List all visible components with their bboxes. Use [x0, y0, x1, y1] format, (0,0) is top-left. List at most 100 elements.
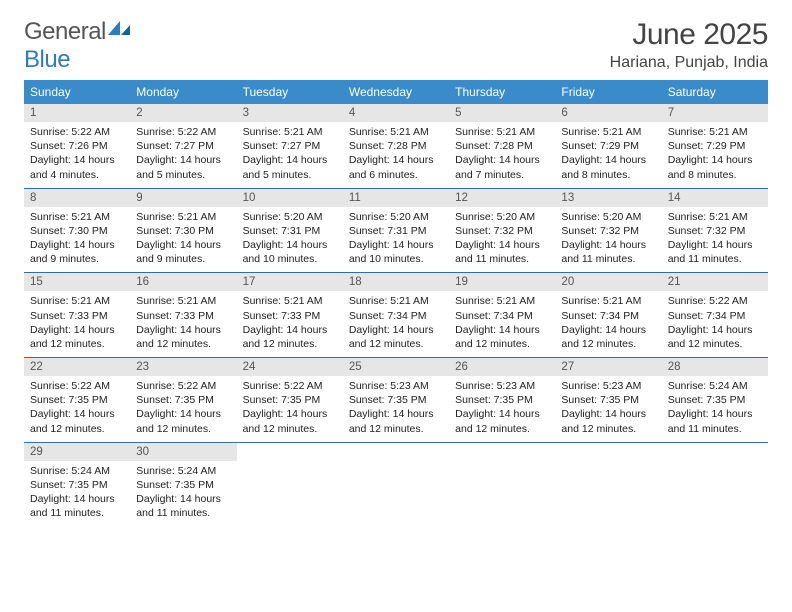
- day-details: Sunrise: 5:20 AMSunset: 7:32 PMDaylight:…: [555, 207, 661, 267]
- day-cell: 21Sunrise: 5:22 AMSunset: 7:34 PMDayligh…: [662, 273, 768, 357]
- day-details: Sunrise: 5:21 AMSunset: 7:28 PMDaylight:…: [449, 122, 555, 182]
- day-details: Sunrise: 5:22 AMSunset: 7:35 PMDaylight:…: [24, 376, 130, 436]
- day-cell: 25Sunrise: 5:23 AMSunset: 7:35 PMDayligh…: [343, 358, 449, 442]
- sunset-text: Sunset: 7:28 PM: [455, 139, 549, 153]
- day-details: Sunrise: 5:21 AMSunset: 7:29 PMDaylight:…: [662, 122, 768, 182]
- sunset-text: Sunset: 7:29 PM: [561, 139, 655, 153]
- sunset-text: Sunset: 7:31 PM: [349, 224, 443, 238]
- day-number: 12: [449, 189, 555, 207]
- day-number: 22: [24, 358, 130, 376]
- daylight-text: Daylight: 14 hours and 4 minutes.: [30, 153, 124, 181]
- day-cell: [555, 443, 661, 527]
- sunset-text: Sunset: 7:35 PM: [136, 393, 230, 407]
- sunset-text: Sunset: 7:34 PM: [349, 309, 443, 323]
- sunrise-text: Sunrise: 5:22 AM: [30, 125, 124, 139]
- sunrise-text: Sunrise: 5:21 AM: [561, 294, 655, 308]
- sunset-text: Sunset: 7:34 PM: [561, 309, 655, 323]
- day-details: Sunrise: 5:24 AMSunset: 7:35 PMDaylight:…: [130, 461, 236, 521]
- sunrise-text: Sunrise: 5:23 AM: [349, 379, 443, 393]
- sunrise-text: Sunrise: 5:22 AM: [668, 294, 762, 308]
- sunrise-text: Sunrise: 5:23 AM: [561, 379, 655, 393]
- day-cell: 6Sunrise: 5:21 AMSunset: 7:29 PMDaylight…: [555, 104, 661, 188]
- daylight-text: Daylight: 14 hours and 12 minutes.: [349, 407, 443, 435]
- day-number: 29: [24, 443, 130, 461]
- day-number: 9: [130, 189, 236, 207]
- sunrise-text: Sunrise: 5:22 AM: [243, 379, 337, 393]
- sunrise-text: Sunrise: 5:24 AM: [30, 464, 124, 478]
- daylight-text: Daylight: 14 hours and 11 minutes.: [136, 492, 230, 520]
- sunset-text: Sunset: 7:27 PM: [243, 139, 337, 153]
- sunset-text: Sunset: 7:35 PM: [243, 393, 337, 407]
- sunrise-text: Sunrise: 5:24 AM: [136, 464, 230, 478]
- sunrise-text: Sunrise: 5:21 AM: [455, 125, 549, 139]
- sunset-text: Sunset: 7:35 PM: [561, 393, 655, 407]
- sunset-text: Sunset: 7:32 PM: [455, 224, 549, 238]
- day-details: Sunrise: 5:23 AMSunset: 7:35 PMDaylight:…: [449, 376, 555, 436]
- day-number: 11: [343, 189, 449, 207]
- sunrise-text: Sunrise: 5:21 AM: [243, 125, 337, 139]
- sunrise-text: Sunrise: 5:21 AM: [668, 125, 762, 139]
- daylight-text: Daylight: 14 hours and 8 minutes.: [668, 153, 762, 181]
- sunrise-text: Sunrise: 5:21 AM: [349, 125, 443, 139]
- sunset-text: Sunset: 7:35 PM: [136, 478, 230, 492]
- day-details: Sunrise: 5:21 AMSunset: 7:32 PMDaylight:…: [662, 207, 768, 267]
- weeks-container: 1Sunrise: 5:22 AMSunset: 7:26 PMDaylight…: [24, 104, 768, 526]
- day-cell: 5Sunrise: 5:21 AMSunset: 7:28 PMDaylight…: [449, 104, 555, 188]
- day-number: 15: [24, 273, 130, 291]
- day-cell: 9 Sunrise: 5:21 AMSunset: 7:30 PMDaylight…: [130, 189, 236, 273]
- weekday-friday: Friday: [555, 80, 661, 104]
- sunset-text: Sunset: 7:34 PM: [668, 309, 762, 323]
- day-cell: 16Sunrise: 5:21 AMSunset: 7:33 PMDayligh…: [130, 273, 236, 357]
- day-cell: [237, 443, 343, 527]
- day-cell: 4Sunrise: 5:21 AMSunset: 7:28 PMDaylight…: [343, 104, 449, 188]
- day-number: 18: [343, 273, 449, 291]
- weekday-sunday: Sunday: [24, 80, 130, 104]
- day-cell: 30Sunrise: 5:24 AMSunset: 7:35 PMDayligh…: [130, 443, 236, 527]
- day-details: Sunrise: 5:20 AMSunset: 7:31 PMDaylight:…: [237, 207, 343, 267]
- day-cell: 8Sunrise: 5:21 AMSunset: 7:30 PMDaylight…: [24, 189, 130, 273]
- day-cell: 10Sunrise: 5:20 AMSunset: 7:31 PMDayligh…: [237, 189, 343, 273]
- daylight-text: Daylight: 14 hours and 9 minutes.: [30, 238, 124, 266]
- day-cell: 2Sunrise: 5:22 AMSunset: 7:27 PMDaylight…: [130, 104, 236, 188]
- day-cell: 27Sunrise: 5:23 AMSunset: 7:35 PMDayligh…: [555, 358, 661, 442]
- weekday-thursday: Thursday: [449, 80, 555, 104]
- day-details: Sunrise: 5:21 AMSunset: 7:33 PMDaylight:…: [24, 291, 130, 351]
- sunset-text: Sunset: 7:35 PM: [668, 393, 762, 407]
- day-details: Sunrise: 5:21 AMSunset: 7:34 PMDaylight:…: [555, 291, 661, 351]
- day-number: 23: [130, 358, 236, 376]
- sunset-text: Sunset: 7:27 PM: [136, 139, 230, 153]
- title-block: June 2025 Hariana, Punjab, India: [610, 18, 768, 72]
- day-cell: 3Sunrise: 5:21 AMSunset: 7:27 PMDaylight…: [237, 104, 343, 188]
- day-details: Sunrise: 5:21 AMSunset: 7:29 PMDaylight:…: [555, 122, 661, 182]
- day-number: 20: [555, 273, 661, 291]
- page-header: General Blue June 2025 Hariana, Punjab, …: [0, 0, 792, 80]
- day-details: Sunrise: 5:23 AMSunset: 7:35 PMDaylight:…: [555, 376, 661, 436]
- sunrise-text: Sunrise: 5:21 AM: [136, 210, 230, 224]
- day-cell: 12Sunrise: 5:20 AMSunset: 7:32 PMDayligh…: [449, 189, 555, 273]
- week-row: 8Sunrise: 5:21 AMSunset: 7:30 PMDaylight…: [24, 189, 768, 274]
- day-number: 14: [662, 189, 768, 207]
- day-number: 2: [130, 104, 236, 122]
- daylight-text: Daylight: 14 hours and 11 minutes.: [561, 238, 655, 266]
- weekday-wednesday: Wednesday: [343, 80, 449, 104]
- weekday-tuesday: Tuesday: [237, 80, 343, 104]
- day-number: 30: [130, 443, 236, 461]
- daylight-text: Daylight: 14 hours and 9 minutes.: [136, 238, 230, 266]
- daylight-text: Daylight: 14 hours and 5 minutes.: [243, 153, 337, 181]
- daylight-text: Daylight: 14 hours and 11 minutes.: [455, 238, 549, 266]
- day-details: Sunrise: 5:20 AMSunset: 7:31 PMDaylight:…: [343, 207, 449, 267]
- sunset-text: Sunset: 7:30 PM: [136, 224, 230, 238]
- day-details: Sunrise: 5:22 AMSunset: 7:34 PMDaylight:…: [662, 291, 768, 351]
- daylight-text: Daylight: 14 hours and 12 minutes.: [349, 323, 443, 351]
- sunrise-text: Sunrise: 5:20 AM: [243, 210, 337, 224]
- day-cell: 11Sunrise: 5:20 AMSunset: 7:31 PMDayligh…: [343, 189, 449, 273]
- sunset-text: Sunset: 7:32 PM: [668, 224, 762, 238]
- daylight-text: Daylight: 14 hours and 5 minutes.: [136, 153, 230, 181]
- week-row: 29Sunrise: 5:24 AMSunset: 7:35 PMDayligh…: [24, 443, 768, 527]
- day-details: Sunrise: 5:21 AMSunset: 7:30 PMDaylight:…: [24, 207, 130, 267]
- brand-logo: General Blue: [24, 18, 132, 74]
- sunset-text: Sunset: 7:31 PM: [243, 224, 337, 238]
- day-details: Sunrise: 5:22 AMSunset: 7:35 PMDaylight:…: [130, 376, 236, 436]
- daylight-text: Daylight: 14 hours and 12 minutes.: [455, 323, 549, 351]
- daylight-text: Daylight: 14 hours and 12 minutes.: [30, 323, 124, 351]
